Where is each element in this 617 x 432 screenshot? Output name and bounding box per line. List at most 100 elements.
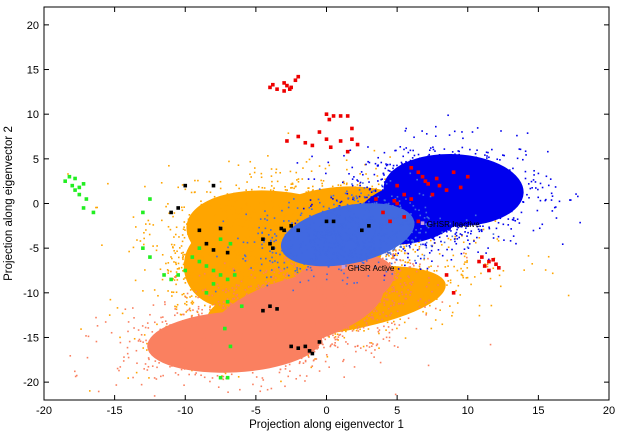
cloud-dot — [369, 263, 372, 266]
cloud-dot — [347, 275, 350, 278]
cloud-dot — [313, 350, 316, 353]
cloud-dot — [300, 357, 303, 360]
cloud-dot — [234, 209, 237, 211]
cloud-dot — [403, 252, 406, 254]
cloud-dot — [149, 348, 151, 350]
cloud-dot — [240, 253, 242, 256]
cloud-dot — [350, 198, 352, 200]
cloud-dot — [329, 189, 331, 192]
cloud-dot — [236, 274, 239, 277]
cloud-dot — [404, 337, 407, 339]
cloud-dot — [186, 309, 189, 312]
cloud-dot — [302, 167, 304, 169]
cloud-dot — [333, 336, 336, 339]
cloud-dot — [295, 171, 298, 174]
cloud-dot — [234, 338, 237, 340]
cloud-dot — [254, 308, 257, 311]
cloud-dot — [289, 354, 292, 356]
cloud-dot — [336, 333, 339, 336]
cloud-dot — [128, 250, 130, 253]
cloud-dot — [355, 278, 358, 281]
cloud-dot — [352, 271, 354, 274]
cloud-dot — [310, 289, 312, 292]
cloud-dot — [289, 199, 292, 201]
cloud-dot — [228, 247, 230, 250]
cloud-dot — [376, 343, 379, 345]
cloud-dot — [286, 321, 288, 324]
cloud-dot — [186, 296, 188, 299]
cloud-dot — [185, 301, 188, 303]
cloud-dot — [435, 298, 438, 300]
cloud-dot — [404, 288, 406, 291]
cloud-dot — [158, 362, 160, 364]
cloud-dot — [346, 343, 349, 345]
cloud-dot — [370, 286, 373, 288]
cloud-dot — [427, 364, 430, 367]
cloud-dot — [348, 202, 351, 205]
cloud-dot — [146, 369, 149, 371]
cloud-dot — [289, 298, 292, 301]
cloud-dot — [422, 294, 424, 297]
cloud-dot — [304, 217, 307, 219]
cloud-dot — [228, 248, 231, 251]
cloud-dot — [312, 189, 314, 191]
cloud-dot — [300, 193, 302, 196]
cloud-dot — [290, 262, 292, 265]
cloud-dot — [281, 253, 284, 255]
cloud-dot — [128, 340, 131, 343]
cloud-dot — [382, 311, 385, 314]
cloud-dot — [398, 270, 401, 272]
cloud-dot — [224, 243, 227, 246]
cloud-dot — [320, 340, 323, 342]
cloud-dot — [249, 327, 252, 330]
cloud-dot — [279, 268, 281, 271]
cloud-dot — [358, 312, 360, 314]
cloud-dot — [184, 229, 186, 231]
cloud-dot — [279, 206, 281, 209]
cloud-dot — [226, 325, 228, 328]
cloud-dot — [284, 321, 286, 323]
cloud-dot — [259, 318, 261, 321]
cloud-dot — [232, 290, 234, 293]
cloud-dot — [211, 303, 214, 306]
cloud-dot — [381, 262, 384, 265]
cloud-dot — [321, 199, 323, 201]
cloud-dot — [364, 287, 367, 289]
cloud-dot — [370, 345, 373, 347]
cloud-dot — [309, 309, 311, 312]
cloud-dot — [270, 270, 272, 273]
cloud-dot — [365, 349, 367, 352]
cloud-dot — [230, 318, 233, 321]
cloud-dot — [510, 228, 512, 230]
cloud-dot — [182, 292, 185, 295]
cloud-dot — [448, 229, 450, 231]
cloud-dot — [310, 277, 313, 280]
cloud-dot — [317, 279, 320, 281]
cloud-dot — [250, 340, 253, 343]
cloud-dot — [417, 299, 420, 302]
cloud-dot — [107, 182, 109, 185]
cloud-dot — [69, 355, 72, 357]
cloud-dot — [213, 293, 216, 296]
cloud-dot — [184, 188, 187, 191]
cloud-dot — [204, 267, 207, 270]
cloud-dot — [232, 357, 235, 360]
cloud-dot — [308, 346, 311, 349]
cloud-dot — [287, 281, 290, 284]
cloud-dot — [225, 251, 227, 254]
cloud-dot — [262, 306, 265, 309]
cloud-dot — [279, 208, 282, 211]
cloud-dot — [295, 264, 297, 267]
cloud-dot — [240, 360, 243, 363]
cloud-dot — [291, 350, 293, 353]
cloud-dot — [362, 310, 364, 313]
cloud-dot — [329, 344, 332, 347]
cloud-dot — [95, 206, 97, 209]
cloud-dot — [167, 290, 169, 292]
cloud-dot — [195, 290, 197, 293]
cloud-dot — [390, 305, 392, 307]
cloud-dot — [241, 366, 244, 369]
cloud-dot — [379, 288, 381, 291]
cloud-dot — [258, 341, 261, 343]
cloud-dot — [210, 316, 213, 318]
